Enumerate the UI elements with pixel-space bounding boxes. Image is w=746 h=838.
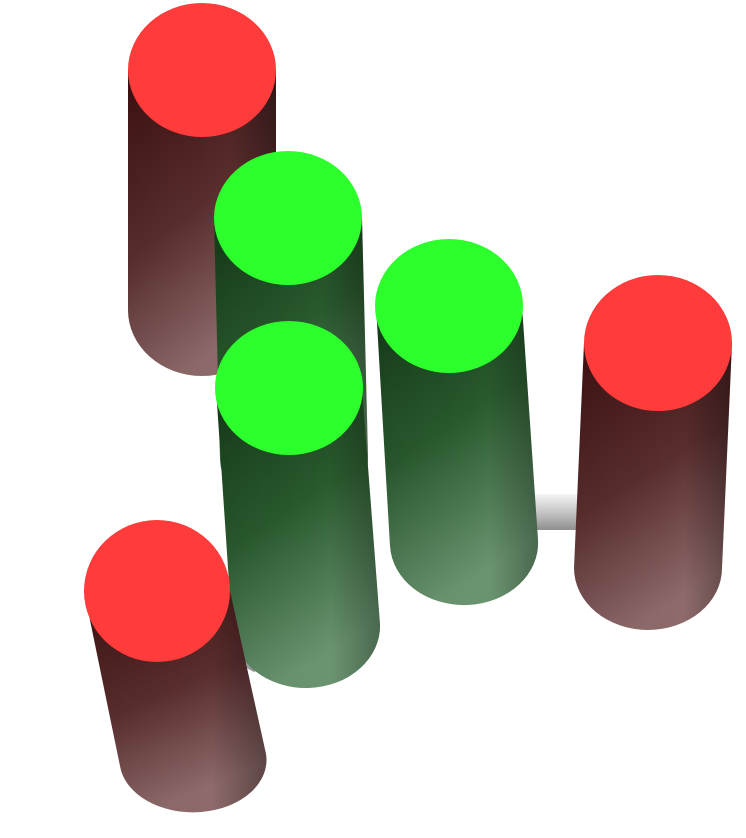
red-cylinder-right bbox=[574, 275, 732, 630]
connector-green-to-red-right bbox=[526, 494, 580, 530]
green-cylinder-front bbox=[215, 321, 381, 689]
green-cylinder-right bbox=[375, 239, 539, 606]
red-cylinder-bottom-left bbox=[84, 520, 267, 813]
